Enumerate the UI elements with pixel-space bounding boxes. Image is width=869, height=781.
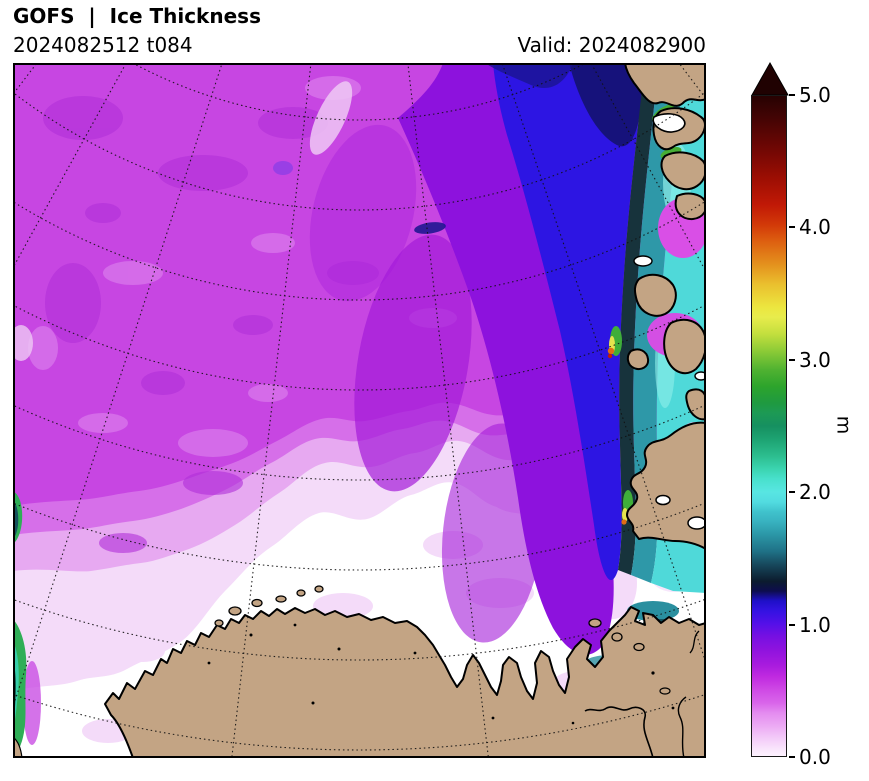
map-border [13,63,706,758]
colorbar-tick [789,94,795,96]
rock-specks [207,623,675,725]
colorbar-extend-arrow [751,61,789,96]
ice-thickness-map [13,63,706,758]
island [633,273,677,317]
colorbar-tick-label: 3.0 [799,348,831,372]
rivers [584,630,700,758]
thick-ice-blue-lobe [493,63,644,581]
colorbar-tick-label: 5.0 [799,83,831,107]
map-panel [13,63,706,758]
colorbar-tick [789,756,795,758]
colorbar [751,95,787,757]
island [660,151,706,191]
colorbar-tick-label: 1.0 [799,613,831,637]
island [685,388,706,421]
land-top-right [624,63,706,107]
subtitle-row: 2024082512 t084 Valid: 2024082900 [13,33,706,57]
figure-title: GOFS | Ice Thickness [13,4,261,28]
colorbar-tick-label: 4.0 [799,215,831,239]
valid-time-label: Valid: 2024082900 [517,33,706,57]
island [663,318,706,375]
land-masses [13,63,706,758]
land-south-coast [104,606,706,758]
colorbar-unit-label: m [832,415,855,435]
colorbar-tick-label: 2.0 [799,480,831,504]
colorbar-tick-label: 0.0 [799,745,831,769]
island [674,192,706,221]
colorbar-tick [789,624,795,626]
init-time-label: 2024082512 t084 [13,33,193,57]
island [626,348,650,370]
colorbar-tick [789,359,795,361]
graticule [13,63,706,758]
offshore-islets [214,585,645,652]
west-edge-ice-streaks [13,491,41,758]
colorbar-tick [789,491,795,493]
colorbar-tick [789,226,795,228]
land-east-mainland [626,421,706,550]
